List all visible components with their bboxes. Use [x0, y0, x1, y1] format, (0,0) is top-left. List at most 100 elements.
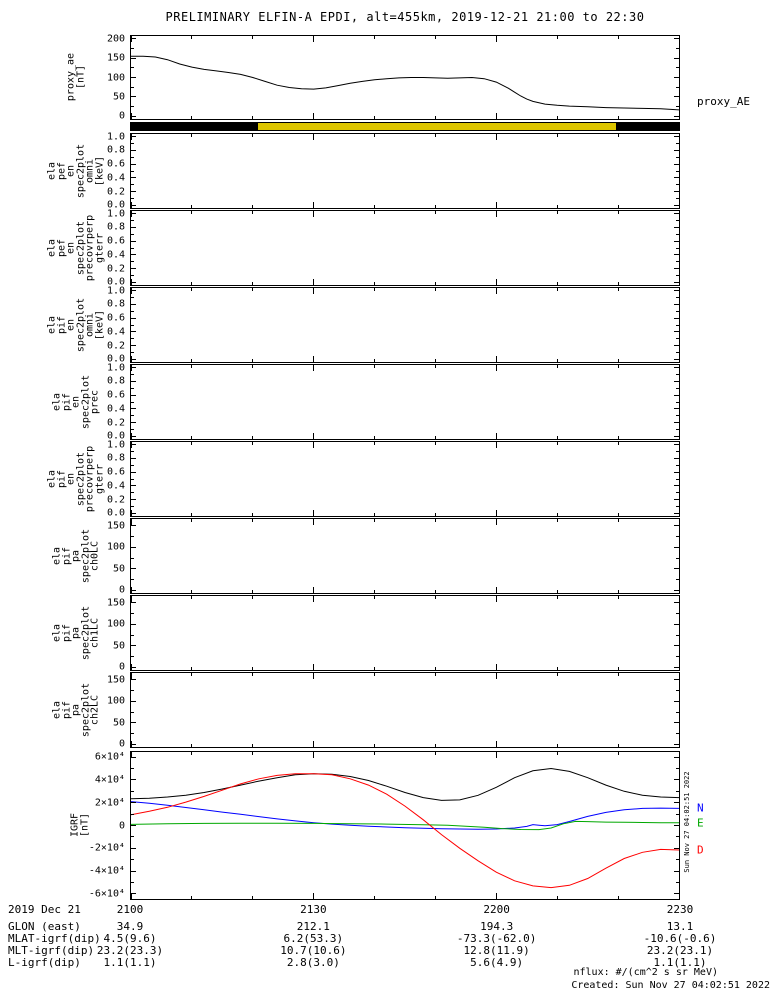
panel-pif-pa-ch1lc: 150 100 50 0	[107, 595, 680, 673]
x-tick	[495, 442, 497, 448]
x-minor-tick	[617, 513, 619, 516]
creation-timestamp-vertical: Sun Nov 27 04:02:51 2022	[683, 771, 691, 873]
y-tick	[674, 623, 679, 625]
x-minor-tick	[617, 590, 619, 593]
y-minor-tick	[131, 557, 134, 559]
y-tick-label: -4×10⁴	[88, 865, 125, 877]
x-minor-tick	[617, 442, 619, 445]
x-tick	[130, 202, 132, 208]
y-tick	[674, 77, 679, 78]
x-tick	[130, 134, 132, 140]
ylabel-pif-pa-ch0lc: ela pif pa spec2plot ch0LC	[51, 528, 101, 584]
plot-title: PRELIMINARY ELFIN-A EPDI, alt=455km, 201…	[165, 10, 645, 24]
y-minor-tick	[676, 429, 679, 431]
footer-value: 23.2(23.3)	[96, 944, 164, 957]
x-minor-tick	[252, 359, 254, 362]
x-tick	[495, 211, 497, 217]
ylabel-pef-en-precovrperp: ela pef en spec2plot precovrperp gterr	[46, 214, 106, 282]
y-minor-tick	[131, 275, 134, 277]
y-minor-tick	[131, 768, 134, 770]
x-minor-tick	[374, 288, 376, 291]
y-tick	[131, 525, 136, 527]
ylabel-pif-en-prec: ela pif en spec2plot prec	[51, 374, 101, 430]
y-minor-tick	[676, 790, 679, 792]
x-tick-label: 2100	[116, 903, 144, 916]
x-minor-tick	[617, 519, 619, 522]
x-minor-tick	[252, 134, 254, 137]
x-minor-tick	[252, 590, 254, 593]
y-tick-label: 150	[106, 674, 125, 686]
y-minor-tick	[131, 613, 134, 615]
y-minor-tick	[676, 233, 679, 235]
x-tick	[313, 433, 315, 439]
x-minor-tick	[434, 673, 436, 676]
x-tick	[130, 673, 132, 679]
y-minor-tick	[676, 415, 679, 417]
y-tick-label: 150	[106, 52, 125, 64]
x-minor-tick	[434, 134, 436, 137]
y-minor-tick	[676, 536, 679, 538]
y-tick-label: 2×10⁴	[94, 797, 125, 809]
x-tick	[495, 365, 497, 371]
igrf-legend-N: N	[697, 801, 704, 815]
x-minor-tick	[374, 596, 376, 599]
x-minor-tick	[617, 436, 619, 439]
nflux-units-note: nflux: #/(cm^2 s sr MeV)	[573, 967, 719, 978]
y-minor-tick	[676, 401, 679, 403]
y-tick	[674, 281, 679, 283]
x-tick	[313, 519, 315, 525]
y-minor-tick	[676, 310, 679, 312]
y-minor-tick	[676, 464, 679, 466]
x-tick	[313, 596, 315, 602]
x-minor-tick	[374, 36, 376, 39]
y-tick	[674, 408, 679, 410]
x-minor-tick	[374, 205, 376, 208]
y-minor-tick	[676, 768, 679, 770]
x-minor-tick	[556, 667, 558, 670]
footer-value: -73.3(-62.0)	[456, 932, 537, 945]
x-tick	[130, 442, 132, 448]
x-minor-tick	[374, 282, 376, 285]
x-minor-tick	[617, 282, 619, 285]
y-tick	[131, 666, 136, 668]
y-tick	[131, 331, 136, 333]
x-minor-tick	[191, 205, 193, 208]
y-minor-tick	[676, 86, 679, 88]
y-tick	[674, 722, 679, 724]
y-tick-label: 50	[112, 563, 125, 575]
x-tick	[678, 752, 680, 758]
y-minor-tick	[131, 450, 134, 452]
y-minor-tick	[676, 275, 679, 277]
x-minor-tick	[617, 288, 619, 291]
footnotes: nflux: #/(cm^2 s sr MeV) Created: Sun No…	[571, 966, 770, 992]
y-tick	[131, 268, 136, 270]
x-minor-tick	[556, 211, 558, 214]
x-tick	[495, 673, 497, 679]
y-tick-label: 100	[106, 541, 125, 553]
ylabel-pif-en-omni: ela pif en spec2plot omni [keV]	[46, 297, 106, 353]
y-tick-label: 1.0	[106, 362, 125, 374]
y-tick	[131, 177, 136, 179]
x-minor-tick	[617, 36, 619, 39]
y-tick-label: 0.6	[106, 389, 125, 401]
date-label: 2019 Dec 21	[8, 903, 81, 916]
x-minor-tick	[556, 134, 558, 137]
y-tick-label: 150	[106, 520, 125, 532]
x-minor-tick	[434, 288, 436, 291]
y-tick-label: 0.8	[106, 298, 125, 310]
x-minor-tick	[556, 590, 558, 593]
x-tick	[678, 279, 680, 285]
y-tick	[674, 367, 679, 369]
y-tick-label: 0.0	[106, 353, 125, 365]
y-tick-label: 0.6	[106, 466, 125, 478]
x-minor-tick	[252, 744, 254, 747]
x-minor-tick	[191, 436, 193, 439]
y-tick	[131, 163, 136, 165]
x-minor-tick	[434, 436, 436, 439]
y-tick-label: 0.4	[106, 480, 125, 492]
x-tick	[130, 519, 132, 525]
y-tick	[674, 331, 679, 333]
y-minor-tick	[131, 881, 134, 883]
y-tick	[674, 893, 679, 895]
